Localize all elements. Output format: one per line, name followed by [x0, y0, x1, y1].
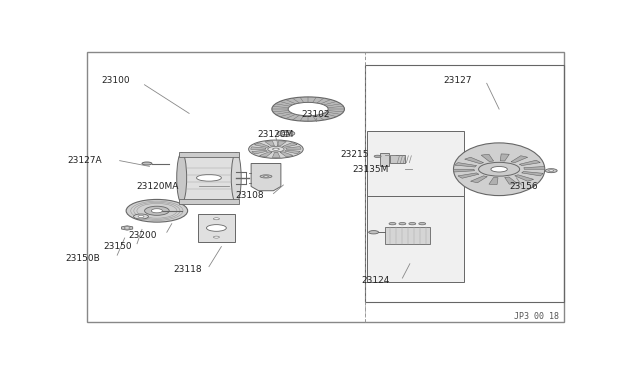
- Text: 23156: 23156: [509, 182, 538, 191]
- Polygon shape: [481, 154, 493, 161]
- Ellipse shape: [231, 153, 241, 203]
- Polygon shape: [454, 169, 474, 172]
- Ellipse shape: [277, 131, 295, 137]
- Text: 23150B: 23150B: [65, 254, 100, 263]
- Ellipse shape: [213, 236, 220, 238]
- Ellipse shape: [213, 218, 220, 220]
- Polygon shape: [465, 157, 483, 164]
- Polygon shape: [259, 152, 272, 157]
- Polygon shape: [280, 152, 293, 157]
- Text: 23100: 23100: [101, 76, 129, 85]
- Text: 23120M: 23120M: [258, 130, 294, 140]
- Ellipse shape: [491, 167, 508, 172]
- Ellipse shape: [273, 148, 279, 150]
- Polygon shape: [505, 177, 517, 184]
- Ellipse shape: [272, 97, 344, 121]
- Ellipse shape: [177, 153, 187, 203]
- Bar: [198, 214, 235, 242]
- Bar: [380, 153, 389, 166]
- Text: 23150: 23150: [104, 242, 132, 251]
- Polygon shape: [470, 176, 487, 183]
- Polygon shape: [285, 150, 300, 154]
- Text: JP3 00 18: JP3 00 18: [514, 312, 559, 321]
- Polygon shape: [286, 147, 301, 149]
- Text: 23108: 23108: [235, 190, 264, 199]
- Ellipse shape: [248, 140, 303, 158]
- Polygon shape: [522, 171, 543, 176]
- Ellipse shape: [389, 222, 396, 225]
- Bar: [367, 196, 465, 282]
- Ellipse shape: [207, 225, 227, 231]
- Polygon shape: [255, 143, 269, 147]
- Ellipse shape: [288, 102, 328, 116]
- Polygon shape: [520, 160, 540, 166]
- Bar: [385, 227, 429, 244]
- Text: 23124: 23124: [362, 276, 390, 285]
- Ellipse shape: [264, 176, 269, 177]
- Ellipse shape: [409, 222, 416, 225]
- Ellipse shape: [479, 162, 520, 176]
- Bar: [182, 153, 236, 203]
- Ellipse shape: [151, 209, 163, 213]
- Text: 23127: 23127: [444, 76, 472, 85]
- Ellipse shape: [399, 222, 406, 225]
- Text: 23200: 23200: [129, 231, 157, 240]
- Polygon shape: [489, 177, 498, 185]
- Ellipse shape: [548, 170, 554, 171]
- Text: 23120MA: 23120MA: [137, 182, 179, 191]
- Text: 23215: 23215: [340, 150, 369, 160]
- Polygon shape: [265, 141, 275, 146]
- Polygon shape: [455, 163, 477, 167]
- Polygon shape: [122, 226, 132, 230]
- Ellipse shape: [126, 199, 188, 222]
- Text: 23135M: 23135M: [352, 165, 388, 174]
- Ellipse shape: [145, 206, 169, 215]
- Polygon shape: [251, 164, 281, 191]
- Ellipse shape: [419, 222, 426, 225]
- Polygon shape: [524, 167, 545, 169]
- Polygon shape: [282, 143, 297, 147]
- Polygon shape: [515, 175, 534, 181]
- Ellipse shape: [124, 227, 130, 229]
- Bar: [390, 155, 405, 163]
- Text: 23127A: 23127A: [68, 156, 102, 165]
- Polygon shape: [458, 173, 479, 178]
- Ellipse shape: [282, 132, 290, 135]
- Text: 23102: 23102: [301, 110, 330, 119]
- Ellipse shape: [369, 231, 379, 234]
- Bar: [179, 152, 239, 157]
- Ellipse shape: [454, 143, 545, 196]
- Bar: [365, 65, 564, 302]
- Polygon shape: [273, 153, 280, 158]
- Ellipse shape: [134, 214, 148, 219]
- Ellipse shape: [545, 169, 557, 173]
- Text: 23118: 23118: [173, 265, 202, 274]
- Polygon shape: [251, 147, 266, 150]
- Ellipse shape: [268, 147, 284, 152]
- Ellipse shape: [260, 175, 272, 178]
- Ellipse shape: [196, 174, 221, 181]
- Ellipse shape: [142, 162, 152, 165]
- Polygon shape: [500, 154, 509, 161]
- Ellipse shape: [374, 155, 381, 157]
- Polygon shape: [511, 156, 527, 163]
- Polygon shape: [277, 141, 286, 146]
- Ellipse shape: [138, 215, 144, 218]
- Polygon shape: [252, 150, 268, 154]
- Bar: [367, 131, 465, 196]
- Bar: [179, 199, 239, 204]
